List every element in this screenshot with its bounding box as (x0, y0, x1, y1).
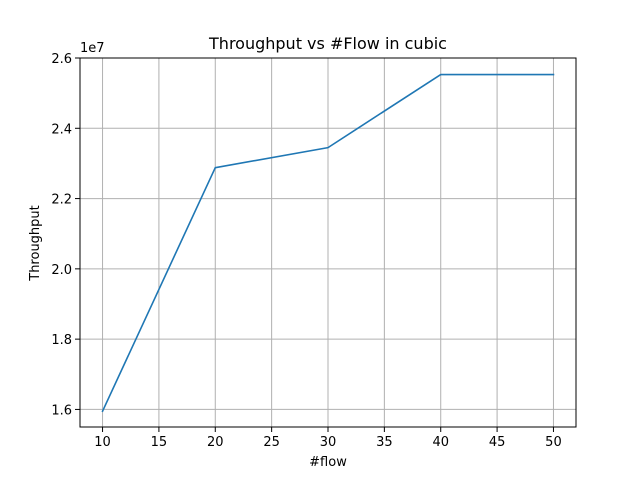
y-offset-text: 1e7 (80, 41, 105, 56)
y-tick-label: 2.2 (51, 193, 72, 208)
y-tick-label: 2.0 (51, 263, 72, 278)
x-tick-label: 35 (376, 435, 393, 450)
data-series (101, 73, 555, 413)
x-tick-label: 20 (207, 435, 224, 450)
y-axis-label: Throughput (28, 205, 43, 282)
axis-ticks (75, 57, 554, 432)
y-tick-label: 2.4 (51, 122, 72, 137)
y-tick-label: 1.6 (51, 403, 72, 418)
x-tick-label: 40 (432, 435, 449, 450)
x-tick-label: 25 (263, 435, 280, 450)
x-tick-label: 50 (545, 435, 562, 450)
x-tick-label: 45 (489, 435, 506, 450)
x-tick-label: 15 (151, 435, 168, 450)
y-tick-label: 2.6 (51, 52, 72, 67)
x-tick-label: 10 (94, 435, 111, 450)
y-tick-label: 1.8 (51, 333, 72, 348)
x-axis-label: #flow (309, 455, 347, 470)
chart-title: Throughput vs #Flow in cubic (208, 34, 447, 53)
tick-labels: 10 15 20 25 30 35 40 45 50 1.6 1.8 2.0 2.2 2.4 2.6 (51, 52, 561, 450)
x-tick-label: 30 (320, 435, 337, 450)
